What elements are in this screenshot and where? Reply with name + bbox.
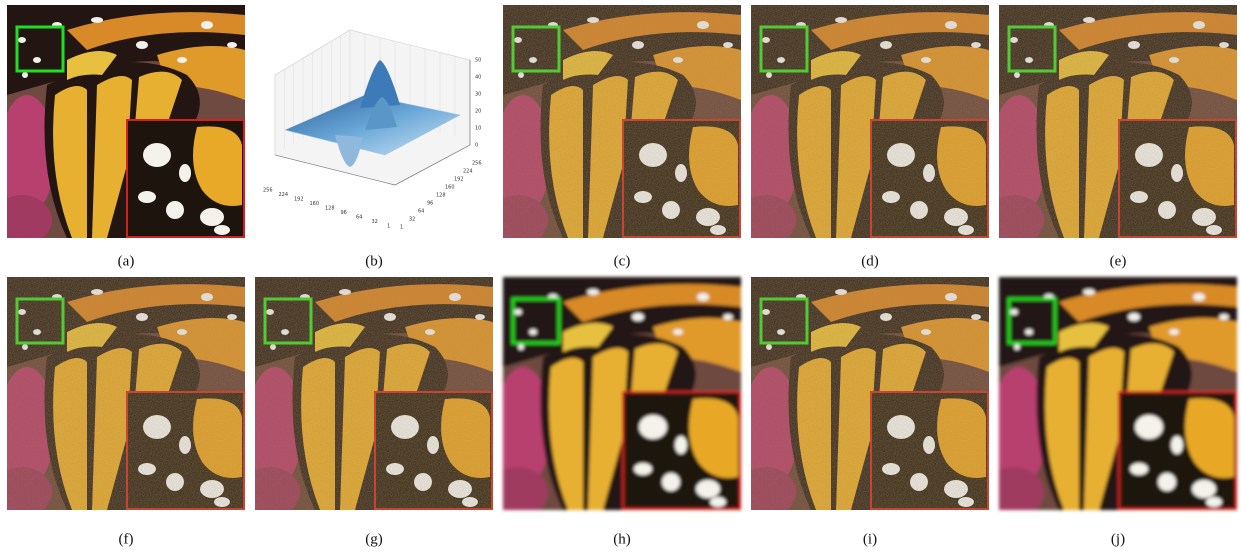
- y-tick-label: 96: [427, 201, 433, 207]
- z-tick-label: 20: [475, 109, 481, 115]
- y-tick-label: 1: [400, 225, 403, 231]
- y-tick-label: 192: [454, 177, 464, 183]
- result-image: [488, 5, 741, 245]
- z-tick-label: 0: [475, 143, 478, 149]
- page: {"panels": [{"label": "(a)"}, {"label": …: [0, 0, 1241, 555]
- panel-label: (f): [119, 531, 134, 547]
- z-tick-label: 10: [475, 126, 481, 132]
- x-tick-label: 1: [387, 224, 390, 230]
- x-tick-label: 224: [279, 192, 289, 198]
- x-tick-label: 32: [372, 219, 378, 225]
- x-tick-label: 160: [310, 201, 320, 207]
- x-tick-label: 192: [294, 197, 304, 203]
- y-tick-label: 160: [445, 185, 455, 191]
- result-image: [488, 277, 741, 517]
- result-image: [984, 5, 1237, 245]
- y-tick-label: 128: [436, 193, 446, 199]
- panel-label: (g): [365, 531, 383, 547]
- panel-label: (i): [863, 531, 877, 547]
- result-image: [0, 277, 245, 517]
- panel-label: (b): [365, 253, 383, 269]
- panel-label: (h): [613, 531, 631, 547]
- result-image: [0, 5, 245, 245]
- y-tick-label: 256: [472, 161, 482, 167]
- result-image: [984, 277, 1237, 517]
- x-tick-label: 96: [341, 210, 347, 216]
- z-tick-label: 30: [475, 92, 481, 98]
- panel-label: (d): [861, 253, 879, 269]
- panel-label: (c): [614, 253, 631, 269]
- x-tick-label: 128: [325, 206, 335, 212]
- y-tick-label: 64: [418, 209, 424, 215]
- result-image: [736, 277, 989, 517]
- y-tick-label: 32: [409, 217, 415, 223]
- x-tick-label: 256: [263, 188, 273, 194]
- panel-label: (j): [1111, 531, 1125, 547]
- panel-label: (e): [1110, 253, 1127, 269]
- panel-label: (a): [118, 253, 135, 269]
- z-tick-label: 50: [475, 58, 481, 64]
- figure: (a)5040302010025622419216012896643211326…: [0, 0, 1241, 555]
- result-image: [736, 5, 989, 245]
- y-tick-label: 224: [463, 169, 473, 175]
- z-tick-label: 40: [475, 75, 481, 81]
- result-image: [240, 277, 493, 517]
- x-tick-label: 64: [356, 215, 362, 221]
